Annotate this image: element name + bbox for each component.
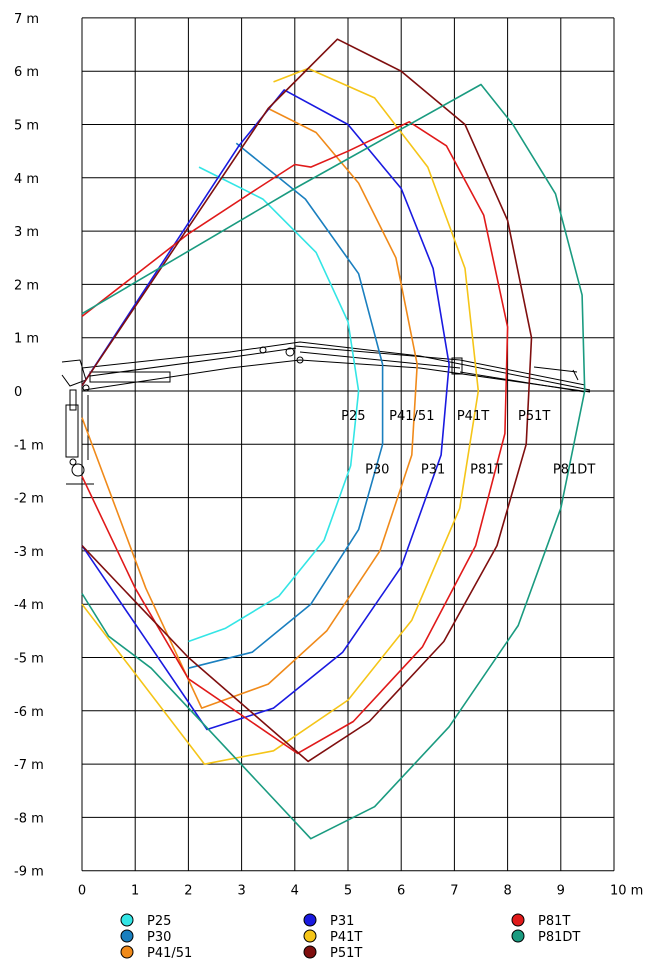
legend-label: P30 — [147, 930, 171, 945]
y-tick-label: 4 m — [14, 172, 39, 187]
x-tick-label: 6 — [397, 884, 405, 899]
x-tick-label: 8 — [503, 884, 511, 899]
grid — [81, 17, 615, 872]
legend-label: P31 — [330, 914, 354, 929]
y-tick-label: 1 m — [14, 332, 39, 347]
curve-label: P41/51 — [389, 409, 434, 424]
legend-label: P25 — [147, 914, 171, 929]
x-tick-label: 0 — [78, 884, 86, 899]
curve-label: P81T — [470, 462, 502, 477]
y-tick-label: -4 m — [14, 598, 44, 613]
y-tick-label: -9 m — [14, 865, 44, 880]
x-tick-label: 1 — [131, 884, 139, 899]
x-tick-label: 10 m — [610, 884, 643, 899]
legend-label: P51T — [330, 946, 362, 961]
crane-boom-drawing — [61, 341, 591, 485]
y-tick-label: 2 m — [14, 278, 39, 293]
x-tick-label: 2 — [184, 884, 192, 899]
legend-swatch — [303, 913, 317, 927]
y-tick-label: -7 m — [14, 758, 44, 773]
x-tick-label: 5 — [344, 884, 352, 899]
legend-label: P81DT — [538, 930, 580, 945]
curve-label: P81DT — [553, 462, 595, 477]
legend-label: P41/51 — [147, 946, 192, 961]
y-tick-label: 7 m — [14, 12, 39, 27]
x-tick-label: 3 — [237, 884, 245, 899]
series-line-5 — [81, 121, 509, 755]
curve-label: P51T — [518, 409, 550, 424]
curve-label: P31 — [421, 462, 445, 477]
y-tick-label: 0 — [14, 385, 22, 400]
curve-label: P25 — [341, 409, 365, 424]
legend-swatch — [120, 913, 134, 927]
axis-labels: 7 m 6 m 5 m 4 m 3 m 2 m 1 m 0 -1 m -2 m -3 m -4 m -5… — [14, 12, 643, 899]
curve-label: P30 — [365, 462, 389, 477]
legend-swatch — [120, 945, 134, 959]
y-tick-label: -5 m — [14, 652, 44, 667]
y-tick-label: -6 m — [14, 705, 44, 720]
y-tick-label: -3 m — [14, 545, 44, 560]
series-line-1 — [188, 142, 384, 669]
series-line-4 — [81, 67, 480, 765]
legend-label: P41T — [330, 930, 362, 945]
y-tick-label: -1 m — [14, 438, 44, 453]
series-line-3 — [81, 89, 450, 731]
legend-swatch — [303, 929, 317, 943]
series-line-0 — [188, 166, 360, 643]
y-tick-label: -8 m — [14, 811, 44, 826]
series-layer — [81, 38, 586, 840]
legend-swatch — [511, 913, 525, 927]
x-tick-label: 4 — [291, 884, 299, 899]
series-line-2 — [81, 107, 418, 709]
y-tick-label: 5 m — [14, 119, 39, 134]
y-tick-label: 3 m — [14, 225, 39, 240]
x-tick-label: 9 — [557, 884, 565, 899]
legend-label: P81T — [538, 914, 570, 929]
y-tick-label: -2 m — [14, 492, 44, 507]
curve-labels: P25 P41/51 P41T P51T P30 P31 P81T P81DT — [341, 409, 595, 477]
x-tick-label: 7 — [450, 884, 458, 899]
series-line-7 — [81, 83, 586, 840]
legend-swatch — [120, 929, 134, 943]
y-tick-label: 6 m — [14, 65, 39, 80]
legend-swatch — [303, 945, 317, 959]
legend-swatch — [511, 929, 525, 943]
series-line-6 — [81, 38, 533, 763]
curve-label: P41T — [457, 409, 489, 424]
